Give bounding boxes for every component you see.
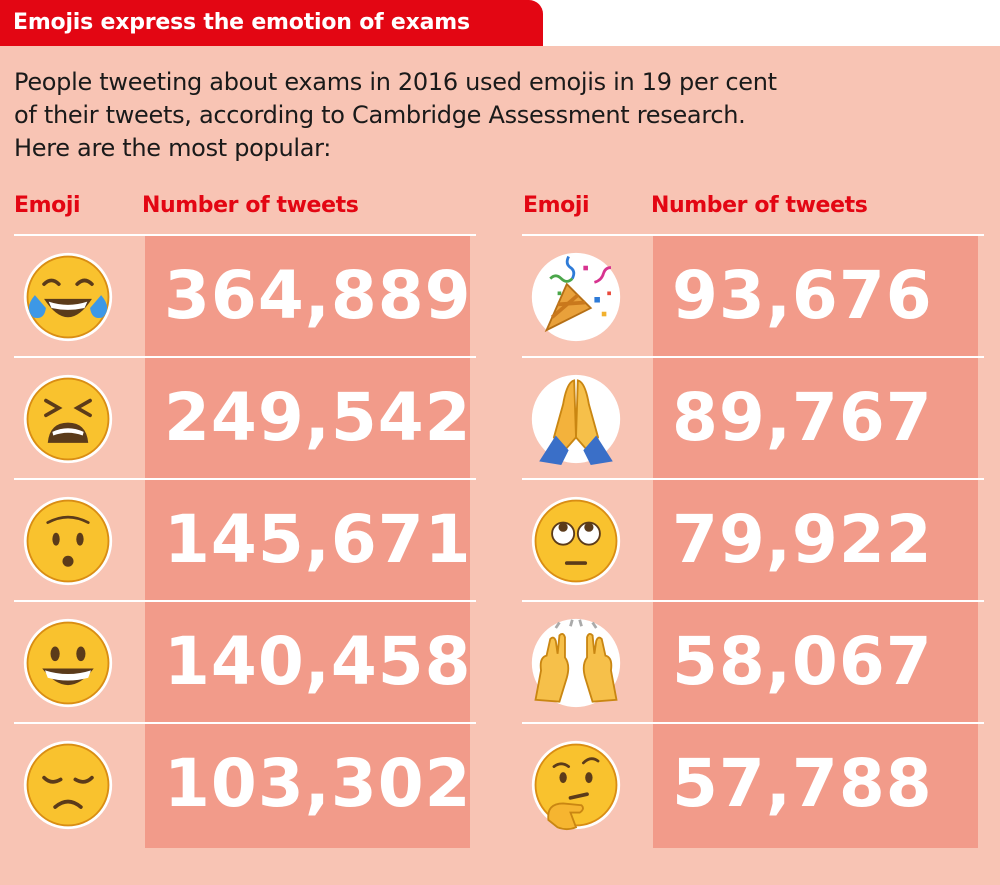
tweet-count: 89,767 (672, 379, 933, 456)
table-row: 58,067 (522, 600, 984, 722)
tired-face-icon (22, 373, 114, 465)
party-popper-icon (530, 251, 622, 343)
tweet-count: 364,889 (164, 257, 472, 334)
table-right: 93,676 89,767 79,922 58,067 57,788 (522, 234, 984, 848)
intro-line: of their tweets, according to Cambridge … (14, 101, 746, 129)
table-row: 145,671 (14, 478, 476, 600)
value-column-background (145, 234, 470, 848)
table-row: 364,889 (14, 234, 476, 356)
intro-line: Here are the most popular: (14, 134, 332, 162)
tweet-count: 93,676 (672, 257, 933, 334)
tweet-count: 140,458 (164, 623, 472, 700)
disappointed-face-icon (22, 739, 114, 831)
tweet-count: 103,302 (164, 745, 472, 822)
table-row: 79,922 (522, 478, 984, 600)
table-row: 249,542 (14, 356, 476, 478)
raising-hands-icon (530, 617, 622, 709)
column-header-emoji: Emoji (523, 193, 590, 218)
table-row: 103,302 (14, 722, 476, 844)
face-with-tears-of-joy-icon (22, 251, 114, 343)
value-column-background (653, 234, 978, 848)
hushed-face-icon (22, 495, 114, 587)
tweet-count: 79,922 (672, 501, 933, 578)
table-row: 57,788 (522, 722, 984, 844)
table-row: 140,458 (14, 600, 476, 722)
table-left: 364,889 249,542 145,671 140,458 103,302 (14, 234, 476, 848)
table-row: 93,676 (522, 234, 984, 356)
intro-line: People tweeting about exams in 2016 used… (14, 68, 777, 96)
folded-hands-icon (530, 373, 622, 465)
tweet-count: 58,067 (672, 623, 933, 700)
table-row: 89,767 (522, 356, 984, 478)
title-bar: Emojis express the emotion of exams (0, 0, 1000, 46)
tweet-count: 145,671 (164, 501, 472, 578)
intro-text: People tweeting about exams in 2016 used… (14, 66, 914, 165)
thinking-face-icon (530, 739, 622, 831)
column-header-tweets: Number of tweets (651, 193, 868, 218)
column-header-emoji: Emoji (14, 193, 81, 218)
page-title: Emojis express the emotion of exams (0, 0, 543, 46)
tweet-count: 57,788 (672, 745, 933, 822)
column-header-tweets: Number of tweets (142, 193, 359, 218)
tweet-count: 249,542 (164, 379, 472, 456)
face-with-rolling-eyes-icon (530, 495, 622, 587)
grinning-face-icon (22, 617, 114, 709)
